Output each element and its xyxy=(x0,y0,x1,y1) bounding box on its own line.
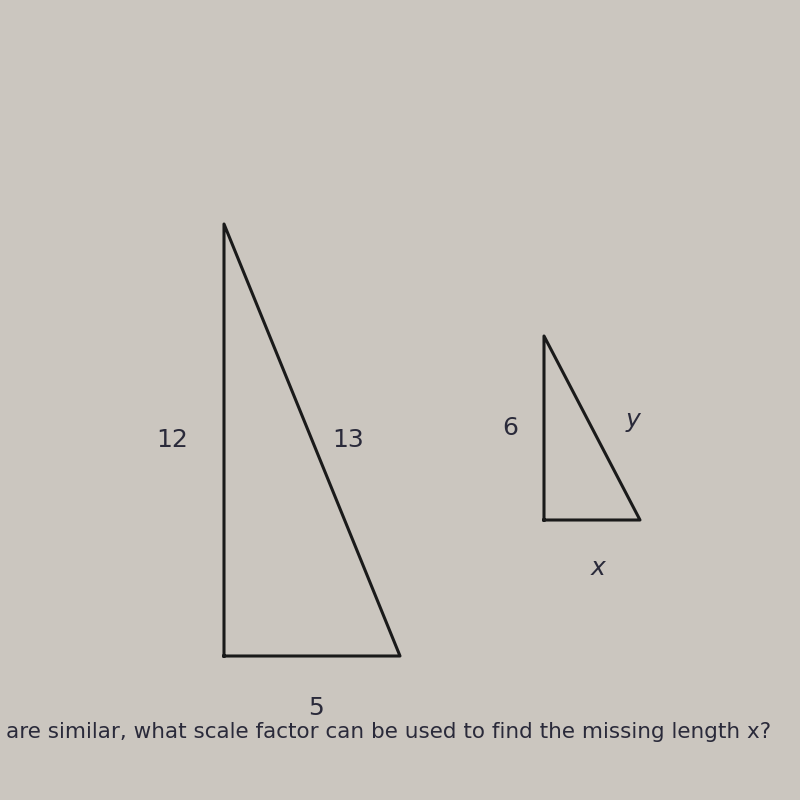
Text: y: y xyxy=(626,408,640,432)
Text: 13: 13 xyxy=(332,428,364,452)
Text: 12: 12 xyxy=(156,428,188,452)
Text: s are similar, what scale factor can be used to find the missing length x?: s are similar, what scale factor can be … xyxy=(0,722,771,742)
Text: 6: 6 xyxy=(502,416,518,440)
Text: 5: 5 xyxy=(308,696,324,720)
Text: x: x xyxy=(591,556,606,580)
